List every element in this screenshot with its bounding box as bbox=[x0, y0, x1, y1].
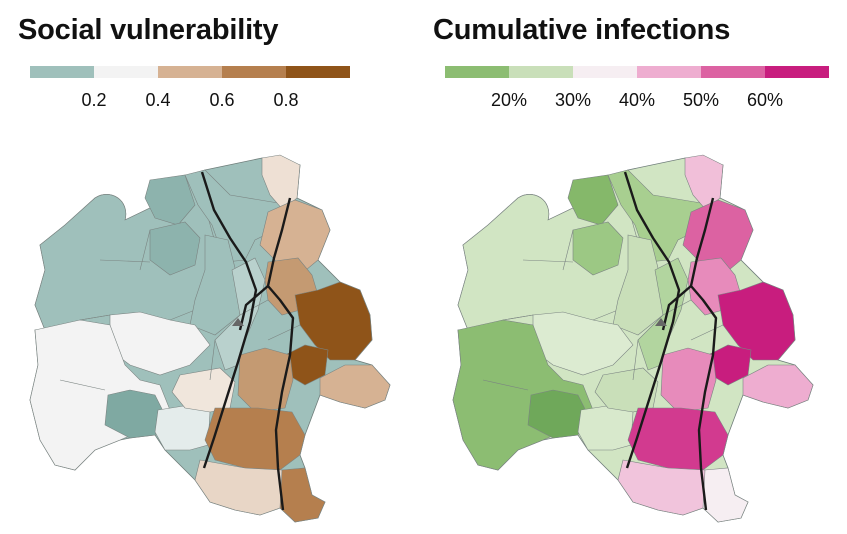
district-center-west bbox=[612, 234, 664, 336]
infections-legend-ticks: 20% 30% 40% 50% 60% bbox=[445, 90, 829, 112]
infections-title: Cumulative infections bbox=[433, 14, 731, 46]
svi-title: Social vulnerability bbox=[18, 14, 279, 46]
district-south-tail bbox=[617, 459, 709, 516]
infections-legend-swatch bbox=[509, 66, 573, 78]
district-south-end bbox=[279, 467, 326, 523]
svi-legend-colorbar bbox=[30, 66, 350, 78]
district-boundary bbox=[632, 339, 639, 381]
district-south-light bbox=[154, 404, 211, 451]
landmark-icon bbox=[232, 318, 244, 326]
district-boundary bbox=[209, 339, 216, 381]
highway-line bbox=[200, 171, 258, 469]
svi-legend-swatch bbox=[286, 66, 350, 78]
district-boundary bbox=[59, 379, 106, 391]
district-boundary bbox=[79, 314, 111, 321]
highway-line bbox=[661, 285, 692, 331]
district-south-light bbox=[577, 404, 634, 451]
highway-line bbox=[623, 171, 681, 469]
svi-legend-tick: 0.2 bbox=[81, 90, 107, 110]
district-east-lower bbox=[660, 347, 717, 413]
infections-legend-tick: 60% bbox=[746, 90, 784, 110]
infections-panel: Cumulative infections 20% 30% 40% 50% 60… bbox=[423, 0, 843, 534]
district-east-top bbox=[259, 199, 331, 281]
infections-legend-swatch bbox=[445, 66, 509, 78]
district-east-dark bbox=[717, 281, 796, 361]
district-south-tail bbox=[194, 459, 286, 516]
svi-legend-tick: 0.4 bbox=[145, 90, 171, 110]
district-boundary bbox=[267, 324, 301, 341]
district-boundary bbox=[562, 229, 574, 271]
district-boundary bbox=[139, 229, 151, 271]
svi-legend-tick: 0.8 bbox=[273, 90, 299, 110]
highway-line bbox=[689, 197, 718, 511]
svi-legend-swatch bbox=[94, 66, 158, 78]
svi-legend-tick: 0.6 bbox=[209, 90, 235, 110]
district-east-dark bbox=[294, 281, 373, 361]
district-east-tail bbox=[742, 364, 814, 409]
district-center-west bbox=[189, 234, 241, 336]
infections-legend-swatch bbox=[573, 66, 637, 78]
infections-legend-tick: 40% bbox=[618, 90, 656, 110]
svi-legend-swatch bbox=[158, 66, 222, 78]
district-boundary bbox=[99, 259, 151, 263]
infections-legend-tick: 30% bbox=[554, 90, 592, 110]
highway-line bbox=[238, 285, 269, 331]
infections-legend-swatch bbox=[765, 66, 829, 78]
svi-legend-ticks: 0.2 0.4 0.6 0.8 bbox=[30, 90, 414, 112]
svi-legend-swatch bbox=[222, 66, 286, 78]
svi-choropleth-map bbox=[29, 154, 391, 523]
svi-legend-swatch bbox=[30, 66, 94, 78]
infections-legend-swatch bbox=[701, 66, 765, 78]
district-south-end bbox=[702, 467, 749, 523]
infections-legend-tick: 20% bbox=[490, 90, 528, 110]
infections-legend-tick: 50% bbox=[682, 90, 720, 110]
district-boundary bbox=[522, 259, 574, 263]
district-east-lower bbox=[237, 347, 294, 413]
district-boundary bbox=[690, 324, 724, 341]
district-boundary bbox=[482, 379, 529, 391]
svi-panel: Social vulnerability 0.2 0.4 0.6 0.8 bbox=[0, 0, 420, 534]
district-east-top bbox=[682, 199, 754, 281]
district-center-dark bbox=[149, 221, 201, 276]
district-east-tail bbox=[319, 364, 391, 409]
district-center-dark bbox=[572, 221, 624, 276]
district-boundary bbox=[502, 314, 534, 321]
infections-legend-swatch bbox=[637, 66, 701, 78]
landmark-icon bbox=[655, 318, 667, 326]
infections-choropleth-map bbox=[452, 154, 814, 523]
highway-line bbox=[266, 197, 295, 511]
infections-legend-colorbar bbox=[445, 66, 829, 78]
